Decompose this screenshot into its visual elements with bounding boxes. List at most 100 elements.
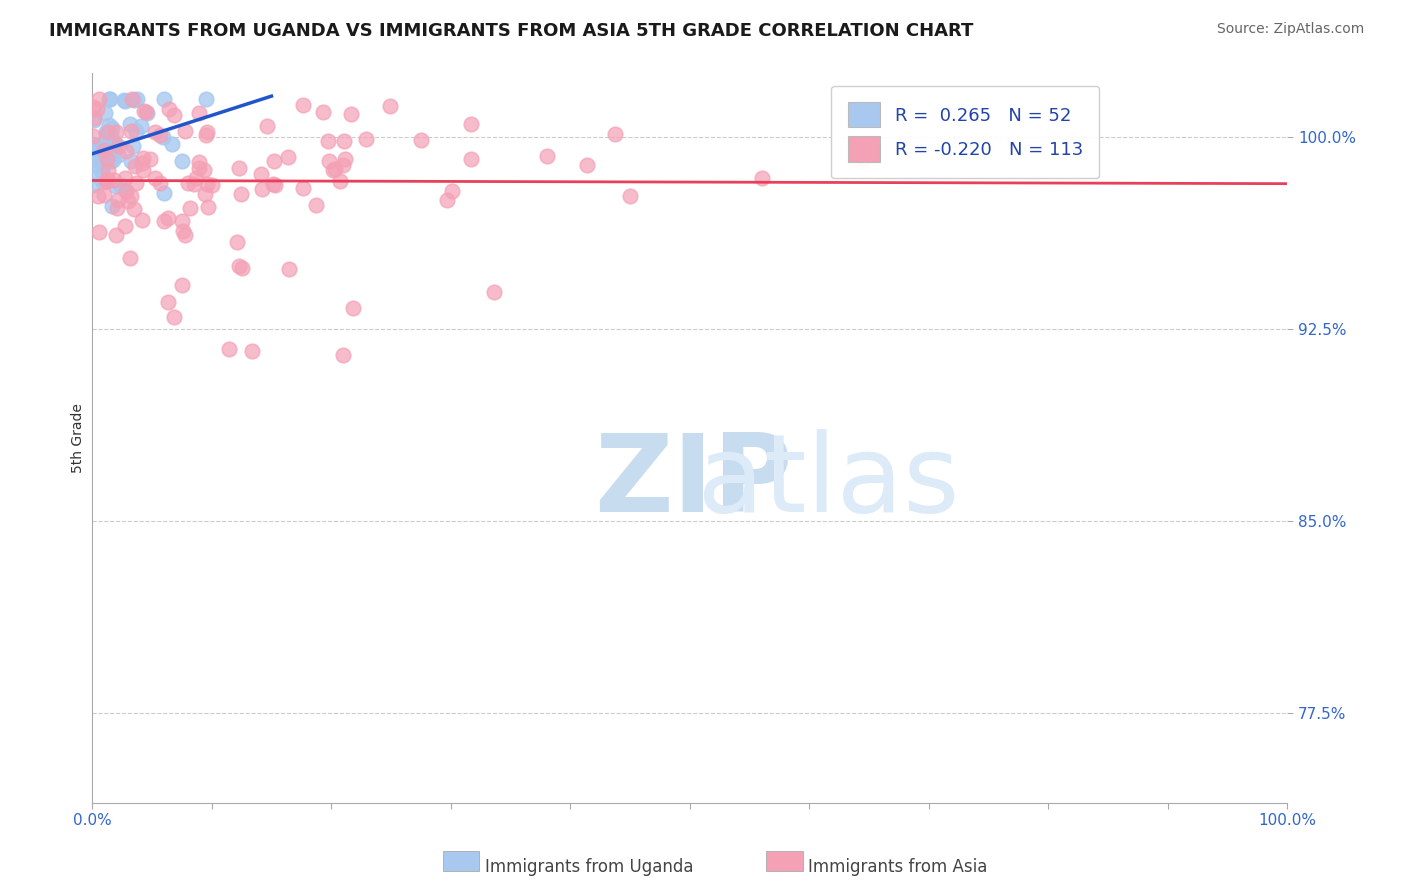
Point bbox=[120, 252, 142, 266]
Point bbox=[103, 140, 125, 154]
Point bbox=[143, 126, 166, 140]
Point bbox=[90, 152, 112, 166]
Point bbox=[380, 99, 402, 113]
Point bbox=[83, 142, 105, 156]
Point bbox=[172, 224, 194, 238]
Point bbox=[97, 173, 120, 187]
Point bbox=[409, 133, 432, 147]
Point bbox=[179, 202, 201, 216]
Point bbox=[83, 137, 105, 152]
Point bbox=[135, 104, 157, 119]
Point bbox=[332, 158, 354, 172]
Point bbox=[262, 177, 284, 191]
Point bbox=[83, 113, 105, 128]
Point bbox=[318, 153, 340, 168]
Point bbox=[101, 141, 124, 155]
Point bbox=[249, 167, 271, 181]
Point bbox=[98, 136, 121, 151]
Point bbox=[117, 194, 139, 209]
Point bbox=[354, 132, 377, 146]
Point bbox=[105, 201, 128, 215]
Point bbox=[107, 148, 129, 162]
Point bbox=[101, 121, 124, 136]
Point bbox=[149, 176, 172, 190]
Point bbox=[228, 259, 250, 273]
Point bbox=[94, 152, 117, 166]
Point bbox=[105, 125, 128, 139]
Point bbox=[852, 153, 875, 167]
Text: Immigrants from Asia: Immigrants from Asia bbox=[808, 858, 988, 876]
Point bbox=[173, 124, 195, 138]
Point bbox=[218, 342, 240, 356]
Point bbox=[194, 186, 217, 201]
Point bbox=[332, 348, 354, 362]
Point bbox=[186, 170, 208, 185]
Point bbox=[121, 139, 143, 153]
Point bbox=[90, 165, 112, 179]
Point bbox=[149, 128, 172, 142]
Point bbox=[82, 128, 104, 143]
Point bbox=[97, 92, 120, 106]
Point bbox=[292, 180, 315, 194]
Point bbox=[120, 154, 142, 169]
Point bbox=[157, 102, 180, 116]
Point bbox=[197, 200, 219, 214]
Point bbox=[107, 139, 129, 153]
Point bbox=[87, 188, 110, 202]
Point bbox=[436, 194, 458, 208]
Point bbox=[256, 119, 278, 133]
Point bbox=[619, 188, 641, 202]
Point bbox=[460, 152, 482, 166]
Point bbox=[460, 117, 482, 131]
Point bbox=[312, 105, 335, 120]
Point bbox=[94, 106, 117, 120]
Point bbox=[177, 176, 200, 190]
Point bbox=[122, 202, 145, 216]
Point bbox=[115, 184, 138, 198]
Point bbox=[112, 93, 135, 107]
Text: atlas: atlas bbox=[595, 428, 960, 534]
Point bbox=[83, 111, 105, 125]
Text: Source: ZipAtlas.com: Source: ZipAtlas.com bbox=[1216, 22, 1364, 37]
Point bbox=[195, 178, 218, 192]
Point bbox=[323, 161, 346, 176]
Point bbox=[127, 92, 149, 106]
Point bbox=[93, 144, 115, 158]
Point bbox=[97, 162, 120, 177]
Point bbox=[195, 92, 218, 106]
Point bbox=[124, 160, 146, 174]
Point bbox=[94, 126, 117, 140]
Point bbox=[115, 184, 138, 198]
Point bbox=[125, 177, 148, 191]
Point bbox=[172, 214, 194, 228]
Point bbox=[231, 261, 253, 276]
Point bbox=[240, 343, 263, 358]
Point bbox=[197, 125, 219, 139]
Point bbox=[329, 174, 352, 188]
Point bbox=[333, 134, 356, 148]
Point bbox=[264, 178, 287, 192]
Point bbox=[440, 184, 463, 198]
Point bbox=[131, 155, 153, 169]
Point bbox=[139, 152, 162, 166]
Text: ZIP: ZIP bbox=[595, 428, 793, 534]
Point bbox=[277, 150, 299, 164]
Point bbox=[156, 211, 179, 226]
Point bbox=[187, 105, 209, 120]
Point bbox=[108, 178, 131, 193]
Point bbox=[114, 94, 136, 108]
Point bbox=[305, 197, 328, 211]
Point bbox=[86, 158, 108, 172]
Point bbox=[96, 149, 118, 163]
Point bbox=[153, 186, 176, 200]
Point bbox=[122, 93, 145, 107]
Point bbox=[96, 153, 118, 167]
Point bbox=[93, 175, 115, 189]
Point bbox=[163, 107, 186, 121]
Point bbox=[132, 151, 155, 165]
Point bbox=[87, 92, 110, 106]
Point bbox=[143, 171, 166, 186]
Point bbox=[89, 225, 111, 239]
Point bbox=[322, 162, 344, 177]
Point bbox=[183, 177, 205, 191]
